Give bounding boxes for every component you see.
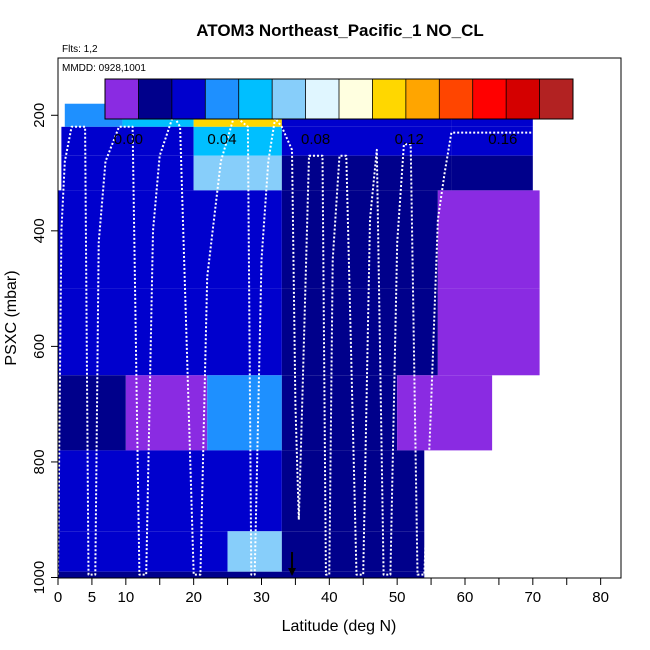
- heatmap-cell: [58, 375, 126, 451]
- x-tick-label: 20: [185, 589, 202, 606]
- heatmap-cell: [437, 288, 540, 376]
- colorbar-segment: [339, 79, 373, 119]
- y-axis-label: PSXC (mbar): [3, 270, 20, 365]
- colorbar-segment: [539, 79, 574, 119]
- x-tick-label: 5: [88, 589, 96, 606]
- chart-title: ATOM3 Northeast_Pacific_1 NO_CL: [196, 21, 484, 40]
- heatmap-cell: [58, 450, 282, 532]
- heatmap-cells: [58, 86, 540, 578]
- x-tick-label: 30: [253, 589, 270, 606]
- colorbar-segment: [238, 79, 273, 119]
- x-tick-label: 10: [117, 589, 134, 606]
- x-tick-label: 60: [457, 589, 474, 606]
- heatmap-cell: [281, 126, 452, 156]
- colorbar-segment: [305, 79, 340, 119]
- colorbar-segment: [439, 79, 474, 119]
- colorbar-segment: [372, 79, 407, 119]
- heatmap-cell: [451, 155, 533, 191]
- colorbar-tick-label: 0.00: [114, 131, 143, 148]
- y-axis: 200 400 600 800 1000: [31, 103, 58, 594]
- y-tick-label: 200: [31, 103, 48, 128]
- x-tick-label: 50: [389, 589, 406, 606]
- colorbar-tick-label: 0.12: [395, 131, 424, 148]
- heatmap-cell: [397, 375, 493, 451]
- x-tick-label: 80: [592, 589, 609, 606]
- heatmap-cell: [58, 190, 282, 289]
- heatmap-cell: [451, 126, 533, 156]
- heatmap-cell: [61, 155, 194, 191]
- heatmap-cell: [58, 531, 228, 572]
- heatmap-cell: [281, 450, 425, 532]
- heatmap-cell: [193, 155, 282, 191]
- x-tick-label: 40: [321, 589, 338, 606]
- x-axis-label: Latitude (deg N): [282, 618, 397, 635]
- colorbar-tick-label: 0.16: [488, 131, 517, 148]
- heatmap-cell: [193, 126, 282, 156]
- x-tick-label: 0: [54, 589, 62, 606]
- colorbar-frame: [104, 78, 574, 120]
- heatmap-cell: [281, 155, 452, 191]
- heatmap-cell: [281, 531, 425, 572]
- x-tick-label: 70: [524, 589, 541, 606]
- heatmap-cell: [207, 375, 282, 451]
- colorbar: 0.00 0.04 0.08 0.12 0.16: [104, 78, 574, 148]
- y-tick-label: 1000: [31, 561, 48, 594]
- colorbar-segment: [272, 79, 306, 119]
- heatmap-cell: [61, 126, 194, 156]
- colorbar-segment: [205, 79, 240, 119]
- colorbar-tick-label: 0.04: [207, 131, 236, 148]
- colorbar-segment: [506, 79, 540, 119]
- x-axis: 0 5 10 20 30 40 50 60 70 80: [54, 578, 609, 606]
- heatmap-cell: [58, 571, 425, 578]
- heatmap-cell: [58, 288, 282, 376]
- y-tick-label: 800: [31, 449, 48, 474]
- colorbar-tick-label: 0.08: [301, 131, 330, 148]
- colorbar-segment: [138, 79, 173, 119]
- heatmap-cell: [125, 375, 208, 451]
- dates-annotation: MMDD: 0928,1001: [62, 63, 146, 74]
- colorbar-segment: [171, 79, 206, 119]
- colorbar-segment: [105, 79, 139, 119]
- heatmap-cell: [281, 288, 438, 376]
- plot-frame: [57, 57, 622, 579]
- colorbar-segment: [472, 79, 507, 119]
- arrow-head: [288, 568, 297, 576]
- y-tick-label: 400: [31, 218, 48, 243]
- heatmap-cell: [437, 190, 540, 289]
- flights-annotation: Flts: 1,2: [62, 44, 98, 55]
- y-tick-label: 600: [31, 334, 48, 359]
- colorbar-segment: [405, 79, 440, 119]
